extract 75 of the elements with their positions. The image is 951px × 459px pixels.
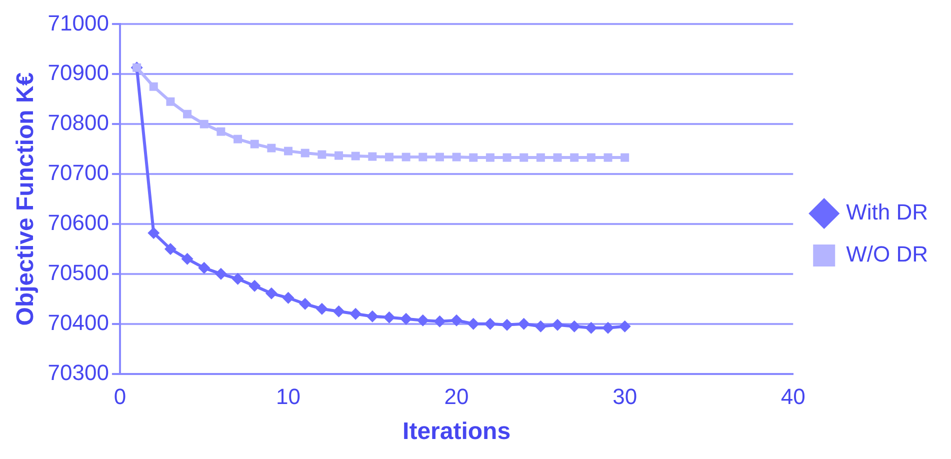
point	[416, 314, 429, 326]
x-tick-label: 40	[780, 384, 806, 410]
point	[183, 110, 192, 118]
point	[402, 152, 410, 162]
point	[332, 305, 345, 318]
point	[586, 153, 596, 162]
y-tick-label: 70700	[48, 160, 109, 186]
y-tick-label: 70500	[48, 260, 109, 285]
legend-label: W/O DR	[846, 242, 928, 267]
point	[299, 298, 312, 310]
point	[164, 242, 176, 255]
y-tick-label: 70300	[48, 360, 109, 385]
point	[585, 322, 598, 334]
point	[368, 152, 377, 161]
point	[486, 153, 494, 162]
point	[620, 153, 630, 162]
point	[602, 322, 614, 334]
point	[450, 314, 463, 326]
point	[300, 148, 310, 158]
point	[148, 226, 160, 239]
x-tick-label: 30	[612, 384, 638, 410]
point	[234, 134, 242, 144]
point	[552, 318, 564, 331]
point	[568, 320, 580, 332]
point	[181, 252, 194, 265]
point	[520, 153, 528, 162]
point	[400, 312, 412, 325]
y-tick-label: 70400	[48, 310, 109, 335]
point	[149, 82, 158, 91]
point	[484, 318, 496, 330]
point	[553, 153, 562, 162]
legend-label: With DR	[846, 200, 928, 225]
point	[200, 120, 208, 128]
point	[501, 318, 514, 331]
point	[469, 153, 478, 162]
point	[166, 97, 175, 106]
point	[452, 152, 461, 162]
y-axis-title: Objective Function K€	[12, 72, 40, 326]
point	[366, 310, 378, 322]
y-tick-label: 71000	[48, 10, 109, 36]
point	[384, 152, 394, 162]
point	[198, 262, 210, 274]
x-tick-label: 0	[114, 384, 126, 410]
x-tick-label: 20	[444, 384, 469, 410]
point	[232, 272, 244, 285]
point	[467, 318, 480, 330]
point	[282, 292, 294, 304]
point	[618, 320, 631, 332]
y-tick-label: 70900	[48, 60, 109, 86]
point	[570, 153, 579, 162]
point	[248, 280, 261, 292]
point	[265, 287, 278, 300]
point	[604, 153, 612, 162]
point	[214, 268, 227, 280]
point	[534, 320, 547, 332]
point	[267, 144, 276, 152]
y-tick-label: 70600	[48, 210, 109, 236]
point	[502, 153, 512, 162]
y-tick-label: 70800	[48, 110, 109, 136]
point	[284, 146, 293, 156]
point	[318, 150, 326, 159]
point	[518, 318, 530, 330]
point	[334, 151, 343, 160]
point	[434, 315, 446, 328]
point	[351, 152, 360, 160]
point	[350, 308, 362, 320]
x-axis-title: Iterations	[402, 418, 511, 446]
point	[316, 302, 328, 315]
point	[435, 152, 444, 162]
x-tick-label: 10	[276, 384, 301, 410]
point	[216, 127, 226, 136]
point	[418, 152, 428, 162]
point	[536, 153, 545, 162]
point	[383, 311, 396, 324]
point	[250, 140, 259, 148]
